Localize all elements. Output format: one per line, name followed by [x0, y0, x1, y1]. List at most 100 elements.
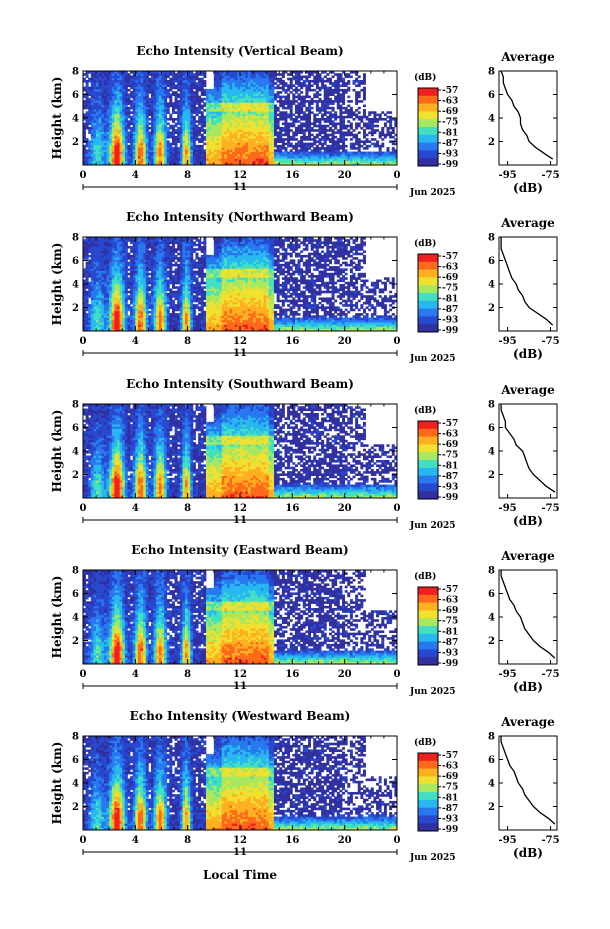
heatmap-cell [245, 88, 249, 92]
heatmap-cell [190, 149, 194, 152]
heatmap-cell [260, 144, 264, 148]
heatmap-cell [352, 147, 356, 150]
heatmap-cell [90, 254, 94, 258]
heatmap-cell [195, 84, 199, 88]
heatmap-cell [127, 73, 131, 76]
heatmap-cell [85, 299, 89, 303]
heatmap-cell [226, 113, 230, 117]
heatmap-cell [101, 133, 105, 137]
heatmap-cell [187, 75, 191, 79]
heatmap-cell [347, 79, 351, 83]
heatmap-cell [103, 272, 107, 276]
heatmap-cell [158, 138, 162, 141]
heatmap-cell [161, 162, 165, 166]
profile-frame [498, 70, 558, 166]
heatmap-cell [268, 147, 272, 150]
heatmap-cell [213, 144, 217, 148]
heatmap-cell [93, 160, 97, 164]
heatmap-cell [137, 73, 141, 76]
heatmap-cell [135, 73, 139, 76]
heatmap-cell [274, 138, 277, 141]
heatmap-cell [213, 158, 217, 161]
heatmap-cell [292, 153, 296, 157]
heatmap-cell [106, 322, 110, 325]
heatmap-cell [373, 120, 377, 123]
heatmap-cell [111, 162, 115, 166]
heatmap-cell [294, 160, 298, 164]
heatmap-cell [198, 106, 202, 110]
heatmap-cell [208, 106, 212, 110]
heatmap-cell [279, 140, 283, 143]
heatmap-cell [315, 156, 319, 159]
heatmap-cell [111, 151, 115, 155]
heatmap-cell [122, 279, 126, 283]
heatmap-cell [158, 126, 162, 130]
heatmap-cell [90, 95, 94, 99]
heatmap-cell [93, 261, 97, 265]
heatmap-cell [93, 156, 97, 159]
heatmap-cell [143, 84, 147, 88]
heatmap-cell [106, 156, 110, 159]
heatmap-cell [294, 73, 298, 76]
heatmap-cell [255, 86, 259, 90]
heatmap-cell [195, 120, 199, 123]
heatmap-cell [224, 86, 228, 90]
heatmap-cell [127, 158, 131, 161]
heatmap-cell [151, 124, 154, 128]
heatmap-cell [179, 142, 183, 146]
heatmap-cell [391, 151, 395, 155]
heatmap-cell [90, 149, 94, 152]
heatmap-cell [287, 162, 291, 166]
heatmap-cell [153, 97, 157, 101]
heatmap-cell [352, 88, 356, 92]
heatmap-cell [164, 135, 168, 139]
heatmap-cell [127, 306, 131, 309]
heatmap-cell [106, 315, 110, 318]
heatmap-cell [378, 160, 382, 164]
heatmap-cell [253, 75, 257, 79]
heatmap-cell [93, 245, 97, 249]
heatmap-cell [336, 93, 340, 96]
heatmap-cell [394, 156, 398, 159]
heatmap-cell [122, 106, 126, 110]
heatmap-cell [198, 118, 202, 121]
heatmap-cell [98, 88, 102, 92]
heatmap-cell [344, 160, 348, 164]
heatmap-cell [211, 91, 215, 94]
heatmap-cell [378, 144, 382, 148]
heatmap-cell [294, 106, 298, 110]
heatmap-cell [255, 104, 259, 108]
heatmap-cell [205, 149, 209, 152]
heatmap-cell [101, 160, 105, 164]
heatmap-cell [266, 133, 270, 137]
heatmap-cell [331, 144, 335, 148]
heatmap-cell [93, 79, 97, 83]
heatmap-cell [156, 77, 160, 81]
heatmap-cell [328, 113, 332, 117]
heatmap-cell [151, 118, 154, 121]
heatmap-cell [240, 95, 243, 99]
heatmap-cell [114, 263, 118, 267]
heatmap-cell [148, 104, 152, 108]
heatmap-cell [171, 109, 175, 112]
heatmap-cell [132, 106, 136, 110]
heatmap-cell [198, 149, 202, 152]
heatmap-cell [88, 250, 92, 254]
heatmap-cell [232, 71, 236, 74]
heatmap-cell [114, 252, 118, 256]
heatmap-cell [362, 153, 366, 157]
heatmap-cell [119, 102, 123, 105]
heatmap-cell [208, 135, 212, 139]
heatmap-cell [247, 149, 251, 152]
heatmap-cell [114, 301, 118, 305]
heatmap-cell [169, 95, 173, 99]
heatmap-cell [90, 147, 94, 150]
heatmap-cell [117, 266, 120, 269]
heatmap-cell [357, 153, 361, 157]
heatmap-cell [336, 142, 340, 146]
heatmap-cell [289, 160, 293, 164]
heatmap-cell [376, 120, 380, 123]
heatmap-cell [258, 118, 262, 121]
heatmap-cell [208, 153, 212, 157]
heatmap-cell [106, 158, 110, 161]
